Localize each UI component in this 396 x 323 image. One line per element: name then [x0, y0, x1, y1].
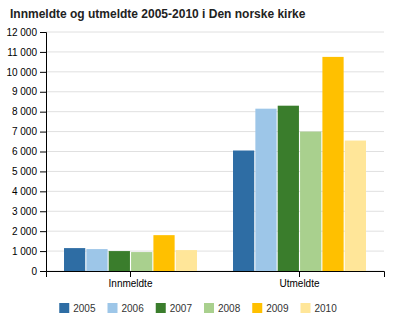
grid: [46, 32, 384, 271]
y-tick: 2 000: [12, 226, 46, 237]
x-axis: Innmeldte Utmeldte: [47, 271, 385, 289]
bar: [86, 249, 107, 271]
tick-label: 12 000: [6, 27, 37, 38]
legend-swatch: [59, 303, 69, 313]
tick-label: Utmeldte: [279, 278, 319, 289]
tick-label: 11 000: [7, 47, 37, 58]
tick-mark: [40, 152, 46, 153]
tick-label: 7 000: [12, 126, 37, 137]
y-tick: 0: [31, 266, 46, 277]
legend-swatch: [252, 303, 262, 313]
y-tick: 11 000: [7, 47, 46, 58]
tick-mark: [299, 271, 300, 277]
tick-label: 2 000: [12, 226, 37, 237]
plot: 0 1 000 2 000 3 000 4 000 5 000 6 000 7 000 8 00…: [6, 27, 384, 289]
legend-item: 2007: [156, 303, 193, 314]
x-tick: Innmeldte: [109, 271, 153, 289]
bar: [153, 235, 174, 271]
grid-line: [46, 32, 384, 33]
y-tick: 8 000: [12, 106, 46, 117]
tick-mark: [40, 112, 46, 113]
legend-label: 2010: [315, 303, 338, 314]
bar: [345, 141, 366, 271]
y-tick: 4 000: [12, 186, 46, 197]
tick-label: 6 000: [12, 146, 37, 157]
x-tick: Utmeldte: [279, 271, 319, 289]
y-tick: 1 000: [12, 246, 46, 257]
legend-label: 2005: [73, 303, 96, 314]
tick-label: 5 000: [12, 166, 37, 177]
tick-mark: [40, 171, 46, 172]
bar: [300, 132, 321, 271]
y-tick: 5 000: [12, 166, 46, 177]
legend-item: 2006: [108, 303, 145, 314]
y-tick: 12 000: [6, 27, 46, 38]
tick-mark: [40, 271, 46, 272]
y-tick: 9 000: [12, 86, 46, 97]
bars: [64, 57, 366, 271]
bar: [176, 250, 197, 271]
y-tick: 10 000: [6, 67, 46, 78]
bar: [131, 252, 152, 271]
tick-mark: [40, 32, 46, 33]
tick-mark: [40, 191, 46, 192]
bar: [64, 248, 85, 271]
grid-line: [46, 51, 384, 52]
legend-item: 2008: [204, 303, 241, 314]
bar: [233, 151, 254, 271]
tick-mark: [40, 92, 46, 93]
legend-swatch: [204, 303, 214, 313]
legend-item: 2005: [59, 303, 96, 314]
legend: 2005 2006 2007 2008 2009 2010: [59, 303, 337, 314]
title: Innmeldte og utmeldte 2005-2010 i Den no…: [10, 7, 306, 21]
bar: [255, 109, 276, 271]
legend-swatch: [301, 303, 311, 313]
y-axis: 0 1 000 2 000 3 000 4 000 5 000 6 000 7 000 8 00…: [6, 27, 46, 277]
tick-label: 3 000: [12, 206, 37, 217]
axis-line: [40, 33, 47, 272]
legend-label: 2007: [170, 303, 193, 314]
tick-mark: [40, 52, 46, 53]
tick-label: Innmeldte: [109, 278, 153, 289]
tick-label: 8 000: [12, 106, 37, 117]
tick-mark: [40, 132, 46, 133]
legend-swatch: [108, 303, 118, 313]
y-tick: 7 000: [12, 126, 46, 137]
tick-label: 10 000: [6, 67, 37, 78]
tick-label: 9 000: [12, 86, 37, 97]
y-tick: 6 000: [12, 146, 46, 157]
legend-item: 2010: [301, 303, 338, 314]
legend-item: 2009: [252, 303, 289, 314]
tick-mark: [40, 251, 46, 252]
axis-line: [47, 272, 385, 278]
tick-label: 0: [31, 266, 37, 277]
legend-label: 2008: [218, 303, 241, 314]
tick-mark: [40, 231, 46, 232]
legend-label: 2006: [122, 303, 145, 314]
chart: Innmeldte og utmeldte 2005-2010 i Den no…: [0, 0, 396, 323]
bar: [109, 251, 130, 271]
tick-label: 4 000: [12, 186, 37, 197]
legend-label: 2009: [266, 303, 289, 314]
bar: [322, 57, 343, 271]
tick-mark: [40, 72, 46, 73]
tick-mark: [40, 211, 46, 212]
tick-mark: [130, 271, 131, 277]
legend-swatch: [156, 303, 166, 313]
bar: [278, 106, 299, 271]
tick-label: 1 000: [12, 246, 37, 257]
y-tick: 3 000: [12, 206, 46, 217]
